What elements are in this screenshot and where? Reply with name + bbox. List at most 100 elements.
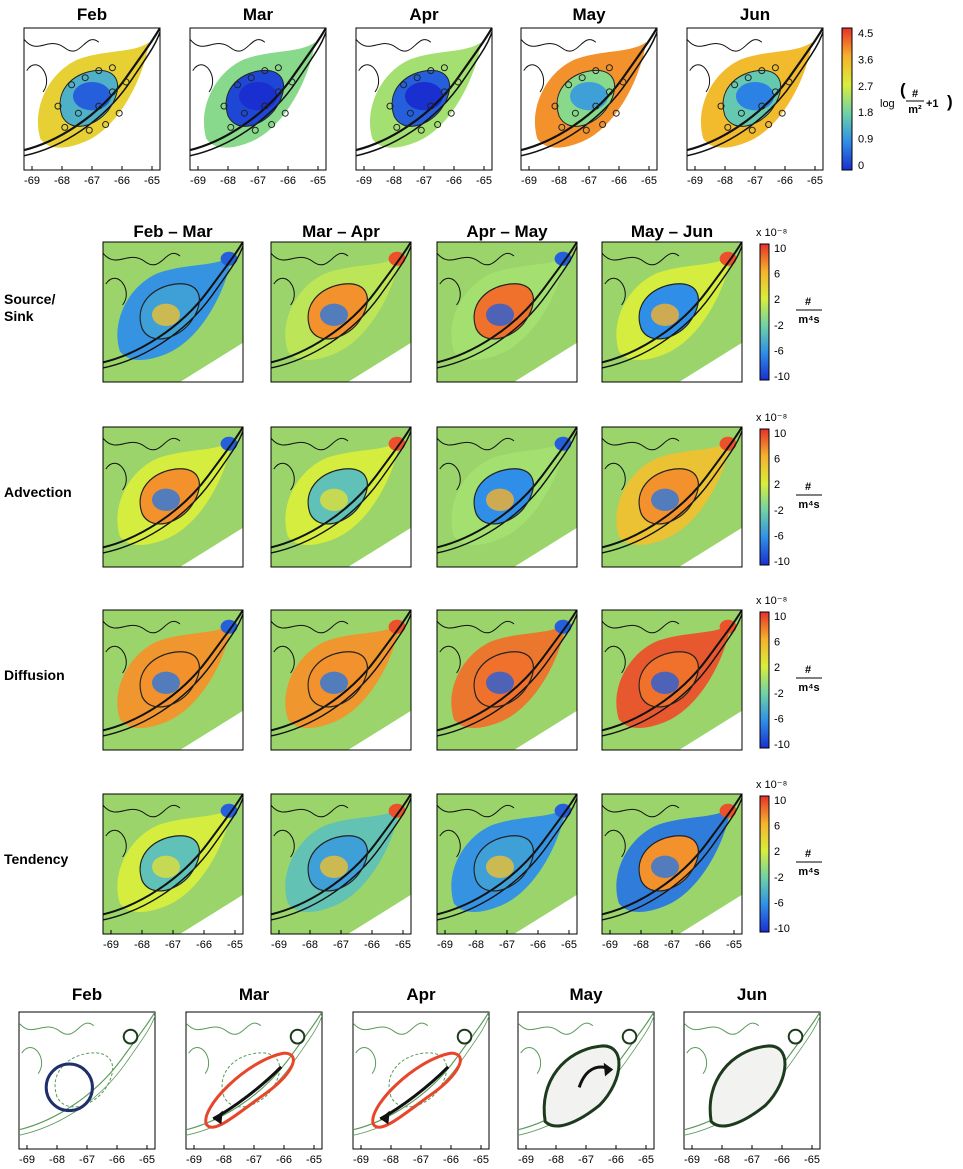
x-tick-label: -66 — [774, 1154, 790, 1166]
map-panel-middle — [102, 241, 244, 383]
shelf-break-contour — [103, 245, 243, 369]
schematic-panel: -69 -68 -67 -66 -65 — [352, 1011, 490, 1166]
x-tick-label: -69 — [353, 1154, 369, 1166]
shelf-break-contour — [271, 613, 411, 737]
schematic-panel: -69 -68 -67 -66 -65 — [185, 1011, 323, 1166]
station-marker — [247, 74, 255, 82]
station-marker — [605, 88, 613, 96]
x-tick-label: -67 — [84, 175, 100, 187]
x-tick-label: -66 — [109, 1154, 125, 1166]
station-marker — [417, 126, 425, 134]
gulf-contour — [520, 1046, 542, 1074]
x-tick-label: -69 — [687, 175, 703, 187]
x-tick-label: -66 — [364, 939, 380, 951]
map-panel-middle — [436, 609, 578, 751]
gulf-contour — [273, 645, 295, 674]
colorbar-unit-numerator: # — [805, 296, 811, 308]
station-marker — [234, 81, 242, 89]
map-panel-middle — [436, 241, 578, 383]
gulf-contour — [103, 620, 181, 634]
x-tick-label: -67 — [413, 1154, 429, 1166]
schematic-panel: -69 -68 -67 -66 -65 — [683, 1011, 821, 1166]
station-marker — [393, 123, 401, 131]
gulf-contour — [186, 1022, 262, 1035]
shelf-break-contour — [437, 242, 577, 364]
station-marker — [737, 109, 745, 117]
northeast-patch-outline — [456, 1028, 473, 1045]
bank-center-field — [152, 855, 180, 878]
shelf-break-contour — [271, 797, 411, 921]
x-tick-label: -67 — [578, 1154, 594, 1166]
x-tick-label: -68 — [386, 175, 402, 187]
x-tick-label: -66 — [446, 175, 462, 187]
station-marker — [785, 78, 793, 86]
colorbar-tick-label: 6 — [774, 454, 780, 466]
x-tick-label: -65 — [310, 175, 326, 187]
shelf-break-contour — [602, 797, 742, 921]
gulf-contour — [604, 462, 626, 491]
bank-contour — [307, 468, 368, 525]
no-data-region — [679, 342, 742, 382]
station-marker — [227, 123, 235, 131]
x-tick-label: -69 — [437, 939, 453, 951]
gulf-contour — [192, 64, 214, 93]
panel-title-bottom: Mar — [239, 985, 270, 1004]
x-tick-label: -69 — [356, 175, 372, 187]
shelf-break-contour — [437, 427, 577, 549]
shelf-break-contour — [103, 427, 243, 549]
bank-contour — [225, 69, 284, 127]
station-marker — [771, 88, 779, 96]
bank-center-field — [320, 488, 348, 511]
x-tick-label: -65 — [144, 175, 160, 187]
gulf-contour — [103, 252, 181, 266]
station-marker — [74, 109, 82, 117]
no-data-region — [679, 527, 742, 567]
abundance-center — [72, 81, 112, 111]
colorbar-tick-label: -2 — [774, 505, 784, 517]
colorbar-tick-label: 2 — [774, 662, 780, 674]
shelf-break-contour — [602, 794, 742, 916]
x-tick-label: -69 — [271, 939, 287, 951]
colorbar-unit-numerator: # — [805, 664, 811, 676]
shelf-break-contour — [602, 610, 742, 732]
x-tick-label: -67 — [664, 939, 680, 951]
map-panel-middle: -69 -68 -67 -66 -65 — [436, 793, 578, 951]
schematic-panel: -69 -68 -67 -66 -65 — [517, 1011, 655, 1166]
colorbar-tick-label: 2 — [774, 846, 780, 858]
station-marker — [268, 121, 276, 129]
colorbar-scale-label: x 10⁻⁸ — [756, 595, 787, 607]
gulf-contour — [686, 1046, 708, 1074]
colorbar-tick-label: 2.7 — [858, 81, 873, 93]
bank-center-field — [486, 303, 514, 326]
colorbar-unit-denominator: m⁴s — [798, 866, 819, 878]
x-tick-label: -65 — [561, 939, 577, 951]
colorbar-abundance — [841, 27, 853, 171]
map-panel-top: -69 -68 -67 -66 -65 — [23, 27, 161, 187]
gulf-contour — [518, 1022, 594, 1035]
map-panel-top: -69 -68 -67 -66 -65 — [355, 27, 493, 187]
gulf-contour — [190, 39, 266, 52]
gulf-contour — [356, 39, 432, 52]
gulf-contour — [689, 64, 711, 93]
shelf-break-contour — [19, 1012, 155, 1131]
panel-frame — [102, 426, 244, 568]
x-tick-label: -69 — [19, 1154, 35, 1166]
station-marker — [108, 64, 116, 72]
station-marker — [605, 64, 613, 72]
population-patch-outline — [204, 1051, 295, 1129]
station-marker — [240, 109, 248, 117]
x-tick-label: -68 — [717, 175, 733, 187]
gulf-contour — [358, 64, 380, 93]
bank-contour — [307, 835, 368, 892]
shelf-break-contour — [103, 797, 243, 921]
population-patch-outline — [44, 1062, 94, 1113]
station-marker — [582, 126, 590, 134]
colorbar-tick-label: 4.5 — [858, 28, 873, 40]
colorbar-scale-label: x 10⁻⁸ — [756, 779, 787, 791]
gulf-contour — [439, 462, 461, 491]
panel-title-top: May — [572, 5, 606, 24]
panel-title-middle: Mar – Apr — [302, 222, 380, 241]
shelf-break-contour — [103, 613, 243, 737]
colorbar-unit-denominator: m⁴s — [798, 314, 819, 326]
gulf-contour — [604, 277, 626, 306]
